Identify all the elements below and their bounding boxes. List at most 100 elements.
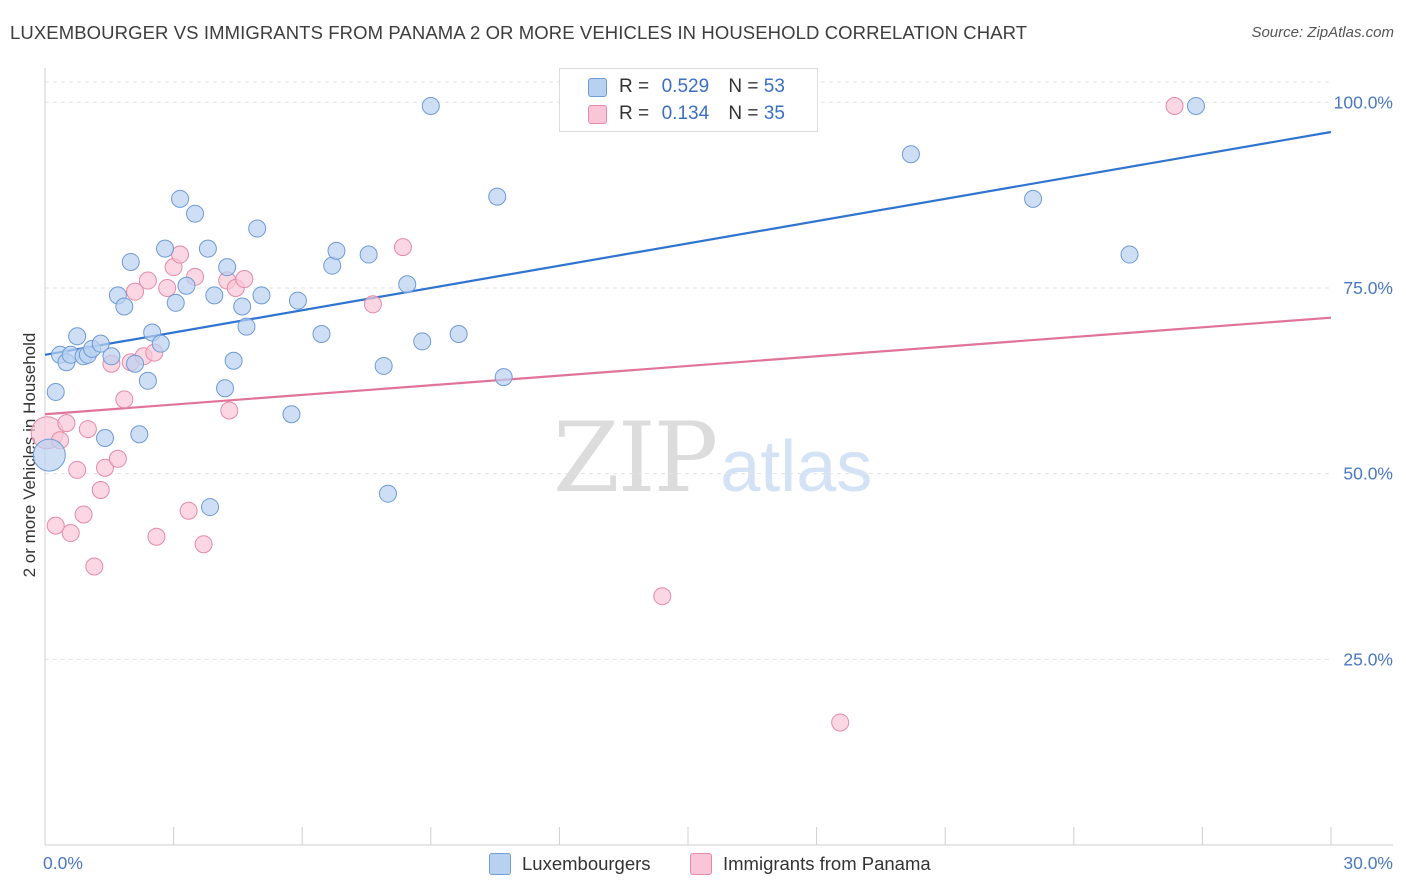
luxembourger-point [216, 379, 235, 398]
legend-swatch-blue [588, 77, 607, 97]
panama-point [57, 414, 76, 433]
panama-point [68, 460, 87, 479]
luxembourger-point [32, 438, 66, 472]
luxembourger-point [138, 371, 157, 390]
luxembourger-point [177, 276, 196, 295]
bottom-legend-label: Immigrants from Panama [723, 853, 931, 874]
luxembourger-point [233, 297, 252, 316]
luxembourger-point [237, 317, 256, 336]
bottom-legend-panama: Immigrants from Panama [690, 851, 931, 877]
legend-r-label: R = [619, 76, 650, 97]
panama-point [1165, 96, 1184, 115]
watermark: ZIPatlas [553, 402, 872, 514]
luxembourger-point [1186, 96, 1205, 115]
y-tick-label: 25.0% [1343, 649, 1393, 669]
luxembourger-point [421, 96, 440, 115]
panama-point [91, 480, 110, 499]
luxembourger-point [186, 204, 205, 223]
luxembourger-point [198, 239, 217, 258]
panama-point [158, 278, 177, 297]
legend-r-value: 0.134 [661, 103, 710, 124]
panama-point [78, 420, 97, 439]
bottom-legend-swatch-blue [489, 853, 511, 875]
luxembourger-point [398, 275, 417, 294]
panama-point [74, 505, 93, 524]
luxembourger-point [130, 425, 149, 444]
legend-n-label: N = [728, 76, 759, 97]
luxembourger-point [156, 239, 175, 258]
luxembourger-point [96, 428, 115, 447]
panama-point [108, 449, 127, 468]
luxembourger-point [494, 368, 513, 387]
luxembourger-point [248, 219, 267, 238]
luxembourger-point [151, 334, 170, 353]
legend-n-value: 35 [763, 103, 785, 124]
luxembourger-point [121, 252, 140, 271]
luxembourger-point [46, 382, 65, 401]
watermark-atlas: atlas [720, 427, 873, 507]
bottom-legend-luxembourgers: Luxembourgers [489, 851, 651, 877]
panama-point [831, 713, 850, 732]
luxembourger-point [91, 334, 110, 353]
luxembourger-point [288, 291, 307, 310]
luxembourger-point [166, 293, 185, 312]
luxembourger-point [323, 256, 342, 275]
panama-point [179, 501, 198, 520]
luxembourger-point [205, 286, 224, 305]
luxembourger-point [171, 189, 190, 208]
luxembourger-point [115, 297, 134, 316]
luxembourger-point [252, 286, 271, 305]
panama-point [653, 587, 672, 606]
luxembourger-point [68, 327, 87, 346]
luxembourger-point [102, 347, 121, 366]
luxembourger-point [312, 325, 331, 344]
legend: R = 0.529 N = 53 R = 0.134 N = 35 [559, 68, 818, 132]
panama-point [194, 535, 213, 554]
chart-title: LUXEMBOURGER VS IMMIGRANTS FROM PANAMA 2… [10, 22, 1028, 43]
tick-labels: 25.0% 50.0% 75.0% 100.0% 0.0% 30.0% [43, 92, 1393, 873]
x-tick-label-min: 0.0% [43, 853, 83, 873]
luxembourger-point [413, 332, 432, 351]
trend-line-panama [44, 316, 1332, 416]
gridlines [45, 81, 1331, 660]
luxembourger-point [327, 241, 346, 260]
legend-row-panama: R = 0.134 N = 35 [588, 102, 785, 126]
panama-point [96, 458, 115, 477]
panama-point [126, 282, 145, 301]
legend-r-label: R = [619, 103, 650, 124]
legend-n-value: 53 [763, 76, 785, 97]
luxembourger-point [126, 354, 145, 373]
source-label: Source: ZipAtlas.com [1251, 24, 1394, 41]
series-luxembourgers-points [32, 96, 1205, 517]
panama-point [235, 270, 254, 289]
luxembourger-point [359, 245, 378, 264]
bottom-legend-label: Luxembourgers [522, 853, 651, 874]
luxembourger-point [1024, 189, 1043, 208]
y-tick-label: 50.0% [1343, 464, 1393, 484]
panama-point [220, 401, 239, 420]
bottom-legend-swatch-pink [690, 853, 712, 875]
y-tick-label: 75.0% [1343, 278, 1393, 298]
panama-point [138, 271, 157, 290]
luxembourger-point [374, 356, 393, 375]
panama-point [171, 245, 190, 264]
legend-row-luxembourgers: R = 0.529 N = 53 [588, 75, 785, 99]
luxembourger-point [449, 325, 468, 344]
luxembourger-point [901, 145, 920, 164]
axes [44, 68, 1393, 846]
luxembourger-point [201, 498, 220, 517]
luxembourger-point [378, 484, 397, 503]
panama-point [46, 516, 65, 535]
luxembourger-point [218, 258, 237, 277]
panama-point [363, 295, 382, 314]
trend-lines [44, 130, 1332, 416]
panama-point [393, 238, 412, 257]
luxembourger-point [224, 351, 243, 370]
panama-point [115, 390, 134, 409]
luxembourger-point [282, 405, 301, 424]
luxembourger-point [488, 187, 507, 206]
legend-r-value: 0.529 [661, 76, 710, 97]
panama-point [147, 527, 166, 546]
series-panama-points [30, 96, 1184, 732]
